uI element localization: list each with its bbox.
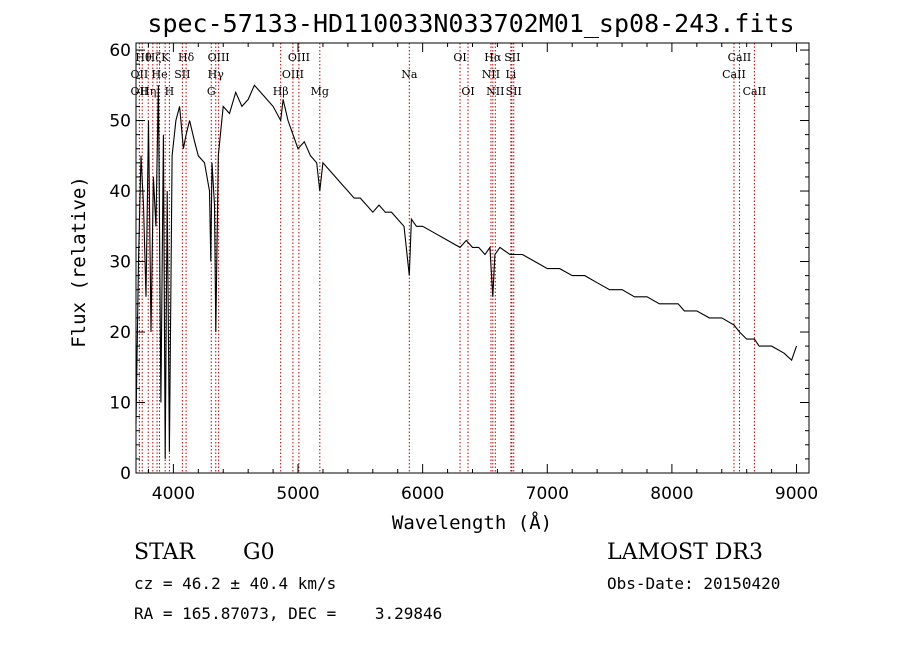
y-tick-label-4: 40 bbox=[109, 182, 131, 202]
line-label-3: Hδ bbox=[178, 51, 195, 64]
object-class: STAR bbox=[134, 540, 195, 565]
line-label-28: CaII bbox=[743, 85, 767, 98]
y-tick-label-3: 30 bbox=[109, 253, 131, 273]
observation-date: Obs-Date: 20150420 bbox=[607, 574, 781, 593]
y-axis-label: Flux (relative) bbox=[68, 176, 90, 348]
line-label-18: CaII bbox=[722, 68, 746, 81]
line-label-23: Hβ bbox=[273, 85, 289, 98]
x-tick-label-0: 4000 bbox=[152, 484, 195, 504]
spectrum-line bbox=[135, 84, 798, 459]
chart-title: spec-57133-HD110033N033702M01_sp08-243.f… bbox=[147, 9, 794, 38]
coordinates: RA = 165.87073, DEC = 3.29846 bbox=[134, 604, 443, 623]
axes: 4000 5000 6000 7000 8000 9000 0 10 20 30 40 50 60 bbox=[109, 41, 818, 504]
x-tick-label-5: 9000 bbox=[775, 484, 818, 504]
line-label-22: G bbox=[207, 85, 216, 98]
line-label-25: OI bbox=[461, 85, 474, 98]
line-label-16: NII bbox=[482, 68, 500, 81]
line-label-17: Li bbox=[505, 68, 516, 81]
line-label-21: H bbox=[165, 85, 175, 98]
line-label-19: OII bbox=[131, 85, 149, 98]
y-tick-label-6: 60 bbox=[109, 41, 131, 61]
x-tick-label-2: 6000 bbox=[401, 484, 444, 504]
subclass: G0 bbox=[243, 540, 275, 565]
line-label-9: CaII bbox=[728, 51, 752, 64]
plot-frame bbox=[135, 42, 810, 474]
line-label-2: K bbox=[161, 51, 170, 64]
x-tick-label-1: 5000 bbox=[276, 484, 319, 504]
line-label-20: Hη bbox=[140, 85, 156, 98]
line-label-7: Hα bbox=[484, 51, 502, 64]
x-tick-label-4: 8000 bbox=[650, 484, 693, 504]
line-label-0: Hθ bbox=[135, 51, 152, 64]
line-label-13: Hγ bbox=[208, 68, 225, 81]
y-tick-label-2: 20 bbox=[109, 323, 131, 343]
y-tick-label-1: 10 bbox=[109, 394, 131, 414]
line-label-4: OIII bbox=[208, 51, 230, 64]
line-label-27: SII bbox=[506, 85, 522, 98]
line-label-5: OIII bbox=[288, 51, 310, 64]
line-label-1: Hζ bbox=[146, 51, 162, 64]
line-label-15: Na bbox=[401, 68, 418, 81]
line-label-8: SII bbox=[504, 51, 520, 64]
x-tick-label-3: 7000 bbox=[526, 484, 569, 504]
y-tick-label-5: 50 bbox=[109, 112, 131, 132]
line-label-24: Mg bbox=[311, 85, 329, 98]
spectral-line-markers bbox=[138, 43, 755, 473]
line-label-14: OIII bbox=[282, 68, 304, 81]
line-label-12: SII bbox=[174, 68, 190, 81]
x-axis-label: Wavelength (Å) bbox=[392, 511, 552, 534]
line-label-6: OI bbox=[453, 51, 466, 64]
line-label-11: He bbox=[152, 68, 168, 81]
spectrum-series bbox=[135, 84, 798, 459]
line-label-26: NII bbox=[486, 85, 504, 98]
survey-name: LAMOST DR3 bbox=[607, 540, 763, 565]
redshift-velocity: cz = 46.2 ± 40.4 km/s bbox=[134, 574, 337, 593]
y-tick-label-0: 0 bbox=[120, 464, 131, 484]
line-label-10: OII bbox=[131, 68, 149, 81]
